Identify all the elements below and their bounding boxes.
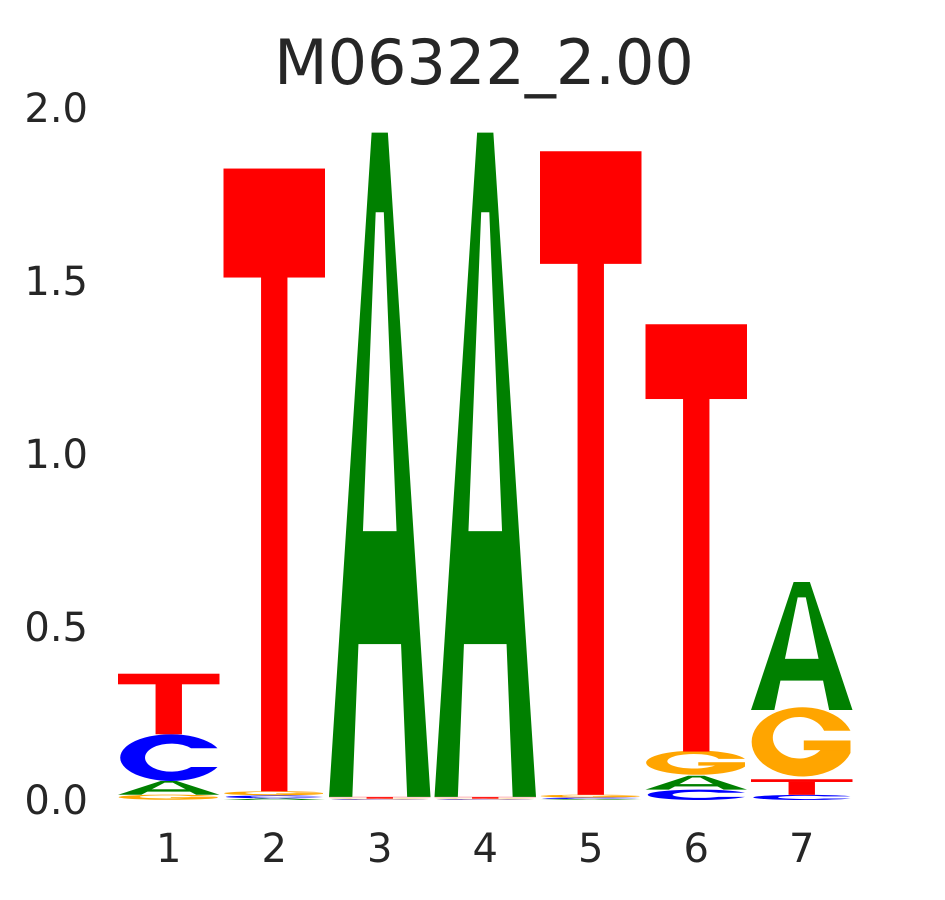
y-axis-ticks: 0.0 0.5 1.0 1.5 2.0	[24, 86, 88, 824]
letter-g-pos1	[118, 794, 218, 800]
x-tick-label: 1	[156, 826, 181, 872]
letter-c-pos6	[647, 789, 745, 800]
letter-stacks	[118, 132, 853, 800]
letter-t-pos3	[329, 796, 431, 799]
letter-a-pos2	[223, 798, 325, 800]
letter-a-pos6	[645, 775, 747, 790]
letter-g-pos6	[646, 750, 745, 775]
x-tick-label: 7	[789, 826, 814, 872]
letter-g-pos3	[329, 798, 429, 800]
x-tick-label: 3	[367, 826, 392, 872]
letter-t-pos7	[751, 779, 853, 795]
letter-a-pos1	[118, 780, 220, 795]
letter-c-pos7	[753, 794, 851, 800]
letter-c-pos1	[120, 734, 218, 781]
letter-t-pos1	[118, 673, 220, 735]
letter-g-pos7	[751, 707, 851, 777]
letter-c-pos2	[225, 795, 323, 799]
letter-c-pos3	[331, 799, 429, 800]
letter-g-pos5	[540, 794, 640, 798]
chart-title: M06322_2.00	[274, 26, 694, 99]
x-tick-label: 2	[262, 826, 287, 872]
letter-t-pos6	[645, 324, 747, 752]
letter-a-pos7	[751, 582, 853, 711]
y-tick-label: 1.5	[24, 259, 88, 305]
x-axis-ticks: 1 2 3 4 5 6 7	[156, 826, 814, 872]
y-tick-label: 1.0	[24, 432, 88, 478]
y-tick-label: 2.0	[24, 86, 88, 132]
letter-c-pos5	[542, 797, 640, 799]
y-tick-label: 0.0	[24, 778, 88, 824]
letter-a-pos5	[540, 798, 642, 800]
letter-a-pos4	[434, 132, 536, 797]
letter-t-pos5	[540, 151, 642, 795]
letter-c-pos4	[436, 799, 534, 800]
x-tick-label: 6	[684, 826, 709, 872]
letter-a-pos3	[329, 132, 431, 797]
letter-g-pos4	[435, 798, 534, 800]
letter-t-pos4	[434, 796, 536, 799]
x-tick-label: 5	[578, 826, 603, 872]
letter-g-pos2	[224, 791, 323, 796]
letter-t-pos2	[223, 168, 325, 792]
x-tick-label: 4	[473, 826, 498, 872]
y-tick-label: 0.5	[24, 605, 88, 651]
